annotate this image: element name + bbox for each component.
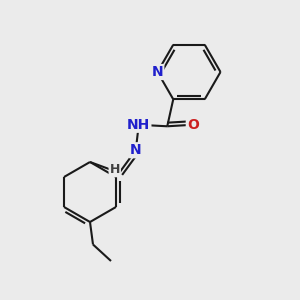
Text: N: N bbox=[152, 65, 163, 79]
Text: O: O bbox=[187, 118, 199, 132]
Text: N: N bbox=[130, 143, 142, 157]
Text: NH: NH bbox=[127, 118, 150, 132]
Text: H: H bbox=[110, 163, 120, 176]
